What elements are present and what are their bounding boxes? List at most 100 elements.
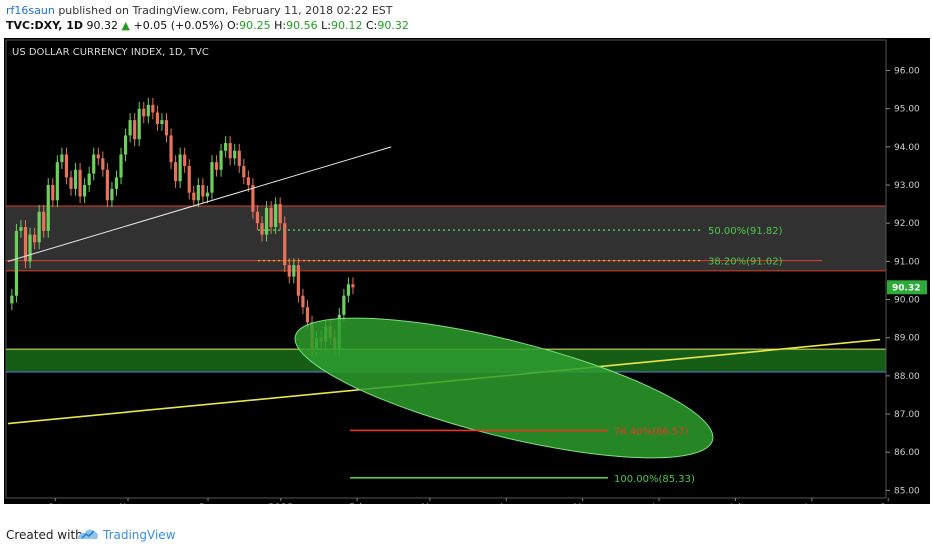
candle-body xyxy=(292,265,296,277)
candle xyxy=(255,204,260,231)
candle-body xyxy=(73,169,78,189)
candle xyxy=(110,181,114,208)
white-trendline xyxy=(7,146,392,262)
candle xyxy=(183,147,187,173)
candle xyxy=(224,136,228,158)
candle-body xyxy=(296,265,300,296)
candle xyxy=(23,220,28,269)
candle-body xyxy=(23,227,28,262)
candle xyxy=(146,98,150,124)
candle xyxy=(246,170,250,192)
candle xyxy=(42,204,46,238)
candle-body xyxy=(305,307,310,323)
candle-body xyxy=(269,207,273,228)
candle-body xyxy=(51,185,55,201)
y-tick-label: 90.00 xyxy=(894,296,920,306)
candle xyxy=(219,143,223,177)
zone-0 xyxy=(6,206,886,271)
candle-body xyxy=(119,154,123,178)
candle xyxy=(83,178,87,204)
candle-body xyxy=(187,165,191,193)
candle-body xyxy=(28,234,32,262)
candle-body xyxy=(42,211,46,231)
candle xyxy=(287,258,291,284)
candle-body xyxy=(237,150,241,166)
close-label: C: xyxy=(365,19,378,32)
candle xyxy=(60,147,64,170)
candle-body xyxy=(55,162,59,201)
tradingview-brand[interactable]: TradingView xyxy=(103,528,176,542)
candle-body xyxy=(64,154,69,178)
fib-label-1: 38.20%(91.02) xyxy=(708,257,783,268)
candle xyxy=(164,113,169,143)
candle xyxy=(283,216,287,273)
publish-line: rf16saun published on TradingView.com, F… xyxy=(6,4,393,17)
candle-body xyxy=(233,150,237,159)
high-value: 90.56 xyxy=(286,19,318,32)
symbol[interactable]: TVC:DXY, 1D xyxy=(6,19,84,32)
candle xyxy=(178,147,182,189)
candle-body xyxy=(37,211,41,243)
candle xyxy=(210,155,214,200)
candle xyxy=(169,128,173,170)
candle xyxy=(105,162,109,208)
candle xyxy=(228,136,232,166)
y-tick-label: 89.00 xyxy=(894,334,920,344)
x-tick-label: Nov xyxy=(119,503,137,504)
candle-body xyxy=(92,154,96,174)
candle-body xyxy=(96,154,100,159)
candle-body xyxy=(251,185,255,212)
candle xyxy=(351,277,355,295)
candle xyxy=(187,159,191,200)
candle-body xyxy=(114,177,119,189)
candle-body xyxy=(46,185,50,231)
candle xyxy=(342,288,346,322)
high-label: H: xyxy=(274,19,287,32)
candle-body xyxy=(78,169,82,197)
candle xyxy=(251,178,255,219)
candle xyxy=(346,277,351,303)
created-with-text: Created with xyxy=(6,528,83,542)
y-tick-label: 88.00 xyxy=(894,372,920,382)
candle-body xyxy=(283,223,287,266)
candle xyxy=(260,216,264,242)
candle-body xyxy=(142,108,146,117)
candle xyxy=(301,288,305,315)
candle-body xyxy=(14,230,19,296)
candle-body xyxy=(264,207,269,235)
y-tick-label: 87.00 xyxy=(894,410,920,420)
tradingview-logo-icon[interactable] xyxy=(76,526,100,542)
x-tick-label: 2018 xyxy=(268,503,293,504)
candle-body xyxy=(210,162,214,193)
candle-body xyxy=(146,104,150,117)
candle-body xyxy=(128,120,132,136)
chart-title: US DOLLAR CURRENCY INDEX, 1D, TVC xyxy=(12,47,209,58)
candle-body xyxy=(342,295,346,315)
candle xyxy=(151,98,155,120)
candle-body xyxy=(33,234,37,243)
fib-label-3: 100.00%(85.33) xyxy=(614,474,695,485)
candle xyxy=(242,159,246,185)
candle-body xyxy=(214,162,219,170)
candle-body xyxy=(110,188,114,201)
author-link[interactable]: rf16saun xyxy=(6,4,55,17)
y-axis-background xyxy=(886,38,930,504)
candle xyxy=(33,227,37,250)
candle xyxy=(119,147,123,185)
candle xyxy=(201,178,205,204)
x-tick-label: Dec xyxy=(199,503,216,504)
candle-body xyxy=(346,284,351,296)
y-tick-label: 94.00 xyxy=(894,143,920,153)
candle-body xyxy=(301,295,305,308)
price-chart[interactable]: US DOLLAR CURRENCY INDEX, 1D, TVC 50.00%… xyxy=(4,38,930,504)
published-text: published on TradingView.com, February 1… xyxy=(58,4,393,17)
last-price-label: 90.32 xyxy=(892,283,920,293)
chart-header: rf16saun published on TradingView.com, F… xyxy=(0,0,932,36)
candle xyxy=(69,170,73,196)
candle-body xyxy=(105,169,109,201)
candle xyxy=(278,197,282,231)
candle xyxy=(51,178,55,208)
candle xyxy=(192,185,196,208)
candle xyxy=(92,147,96,181)
candle xyxy=(87,166,91,192)
